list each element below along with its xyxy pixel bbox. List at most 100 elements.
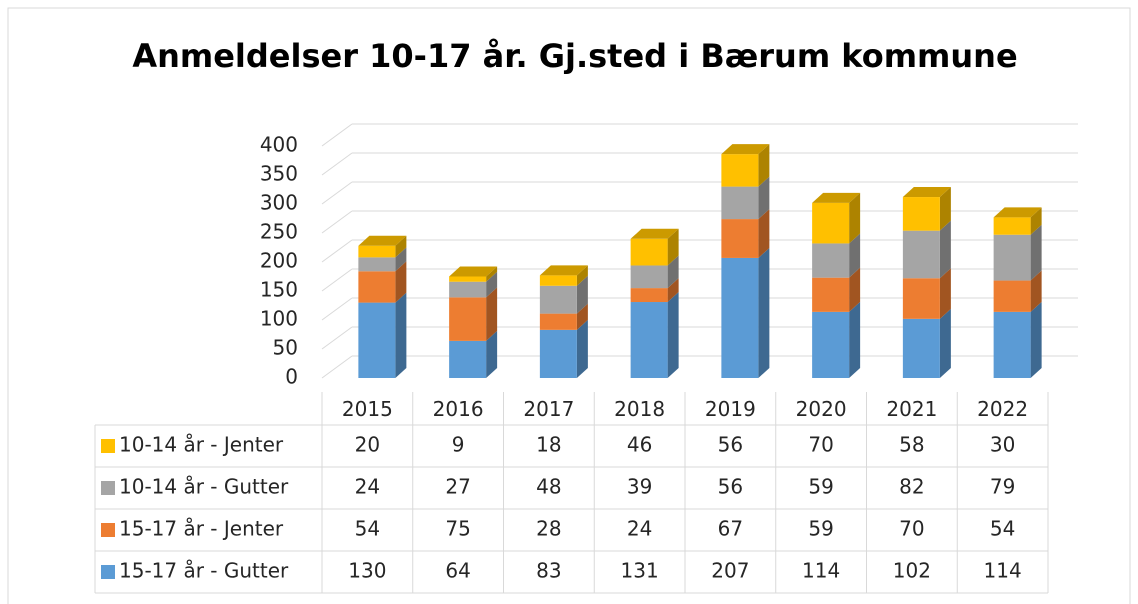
bar xyxy=(630,288,668,303)
x-tick-label: 2019 xyxy=(705,397,756,421)
bar-side xyxy=(758,247,770,378)
bar-side xyxy=(395,261,407,303)
bar xyxy=(721,219,759,258)
legend-swatch xyxy=(101,523,115,537)
y-tick-label: 50 xyxy=(273,336,298,360)
x-tick-label: 2022 xyxy=(977,397,1028,421)
table-value: 70 xyxy=(899,517,924,541)
bar-side xyxy=(849,267,861,312)
table-value: 9 xyxy=(452,433,465,457)
bar xyxy=(993,217,1031,235)
bar-side xyxy=(849,233,861,278)
bar-top xyxy=(539,265,588,276)
bar-side xyxy=(939,187,951,231)
table-value: 20 xyxy=(355,433,380,457)
bar xyxy=(721,257,759,378)
bar-side xyxy=(486,287,498,341)
bar xyxy=(539,329,577,378)
bar-side xyxy=(758,144,770,187)
y-tick-label: 350 xyxy=(260,162,298,186)
bar xyxy=(449,340,487,378)
x-tick-label: 2021 xyxy=(886,397,937,421)
table-value: 54 xyxy=(990,517,1015,541)
bar xyxy=(358,302,396,378)
bar-top xyxy=(902,187,951,198)
table-value: 39 xyxy=(627,475,652,499)
bar xyxy=(902,197,940,231)
grid-line-side xyxy=(321,152,353,176)
grid-line-side xyxy=(321,326,353,350)
bar-side xyxy=(667,228,679,266)
legend-swatch xyxy=(101,565,115,579)
y-tick-label: 400 xyxy=(260,133,298,157)
table-value: 46 xyxy=(627,433,652,457)
bar-side xyxy=(576,319,588,378)
y-tick-label: 250 xyxy=(260,220,298,244)
bar-side xyxy=(939,268,951,319)
table-value: 58 xyxy=(899,433,924,457)
bar-top xyxy=(993,207,1042,218)
bar xyxy=(630,265,668,289)
bar-side xyxy=(395,292,407,378)
bar-side xyxy=(758,176,770,220)
bar xyxy=(358,245,396,258)
table-value: 30 xyxy=(990,433,1015,457)
grid-line-side xyxy=(321,297,353,321)
bar-side xyxy=(849,192,861,244)
bar xyxy=(449,281,487,298)
grid-line-side xyxy=(321,123,353,147)
legend-swatch xyxy=(101,439,115,453)
table-value: 48 xyxy=(536,475,561,499)
x-tick-label: 2016 xyxy=(433,397,484,421)
table-value: 59 xyxy=(808,475,833,499)
bar-side xyxy=(1030,207,1042,235)
bar-side xyxy=(849,301,861,378)
bar xyxy=(721,154,759,187)
bar xyxy=(539,285,577,314)
table-value: 59 xyxy=(808,517,833,541)
table-value: 207 xyxy=(711,559,749,583)
bar-side xyxy=(576,265,588,286)
x-tick-label: 2020 xyxy=(796,397,847,421)
bar-side xyxy=(486,266,498,282)
bar-side xyxy=(1030,224,1042,281)
bar-top xyxy=(812,192,861,203)
y-tick-label: 0 xyxy=(285,365,298,389)
table-value: 79 xyxy=(990,475,1015,499)
grid-line-side xyxy=(321,268,353,292)
legend-swatch xyxy=(101,481,115,495)
y-tick-label: 100 xyxy=(260,307,298,331)
bar xyxy=(993,311,1031,378)
table-value: 24 xyxy=(627,517,652,541)
bar-side xyxy=(576,303,588,330)
chart-title: Anmeldelser 10-17 år. Gj.sted i Bærum ko… xyxy=(132,37,1017,75)
table-value: 56 xyxy=(718,475,743,499)
table-value: 24 xyxy=(355,475,380,499)
bar xyxy=(449,276,487,282)
bar xyxy=(449,297,487,341)
table-value: 56 xyxy=(718,433,743,457)
x-tick-label: 2015 xyxy=(342,397,393,421)
table-value: 54 xyxy=(355,517,380,541)
y-tick-label: 150 xyxy=(260,278,298,302)
bar xyxy=(812,277,850,312)
bar-top xyxy=(449,266,498,277)
bar-top xyxy=(630,228,679,239)
bar xyxy=(358,271,396,303)
bar-side xyxy=(486,330,498,378)
bar-side xyxy=(667,292,679,378)
table-value: 67 xyxy=(718,517,743,541)
table-value: 83 xyxy=(536,559,561,583)
bar xyxy=(630,302,668,378)
table-value: 64 xyxy=(445,559,470,583)
grid-line-side xyxy=(321,210,353,234)
table-value: 82 xyxy=(899,475,924,499)
bar xyxy=(902,278,940,319)
legend-label: 15-17 år - Jenter xyxy=(119,517,284,541)
bar-side xyxy=(667,255,679,289)
bar-side xyxy=(939,308,951,378)
bar xyxy=(812,202,850,244)
table-value: 114 xyxy=(984,559,1022,583)
table-value: 18 xyxy=(536,433,561,457)
